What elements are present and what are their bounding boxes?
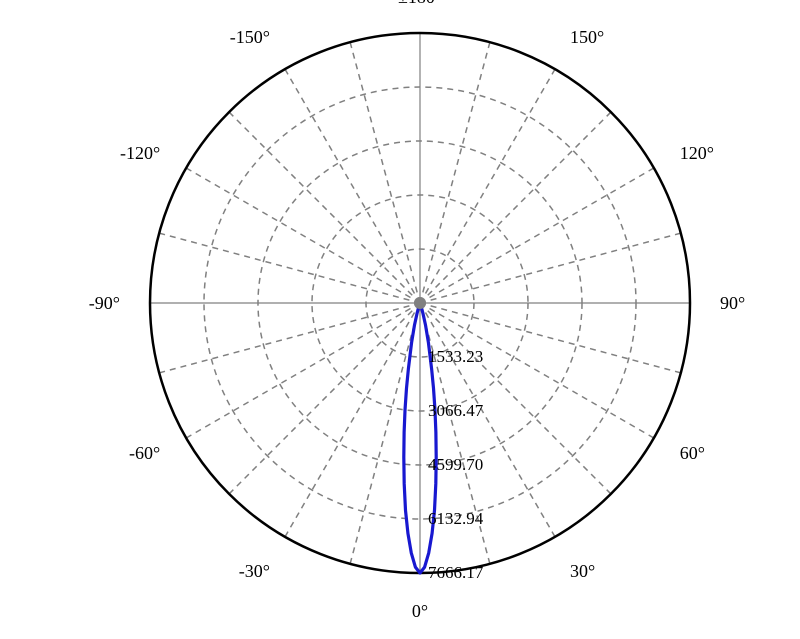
angle-label: 150°: [570, 27, 604, 47]
radial-tick-label: 6132.94: [428, 509, 484, 528]
angle-label: -60°: [129, 443, 160, 463]
angle-label: -90°: [89, 293, 120, 313]
radial-tick-label: 7666.17: [428, 563, 484, 582]
center-dot: [414, 297, 426, 309]
angle-label: 30°: [570, 561, 595, 581]
angle-label: 90°: [720, 293, 745, 313]
radial-tick-label: 1533.23: [428, 347, 483, 366]
polar-svg: 1533.23 3066.47 4599.70 6132.94 7666.17 ±180°…: [0, 0, 800, 639]
angle-label: 60°: [680, 443, 705, 463]
polar-chart: 1533.23 3066.47 4599.70 6132.94 7666.17 ±180°…: [0, 0, 800, 639]
angle-label: -30°: [239, 561, 270, 581]
radial-tick-label: 4599.70: [428, 455, 483, 474]
radial-tick-label: 3066.47: [428, 401, 484, 420]
angle-label: -120°: [120, 143, 160, 163]
angle-label: -150°: [230, 27, 270, 47]
angle-label: 120°: [680, 143, 714, 163]
angle-label: 0°: [412, 601, 428, 621]
angle-label: ±180°: [398, 0, 442, 7]
